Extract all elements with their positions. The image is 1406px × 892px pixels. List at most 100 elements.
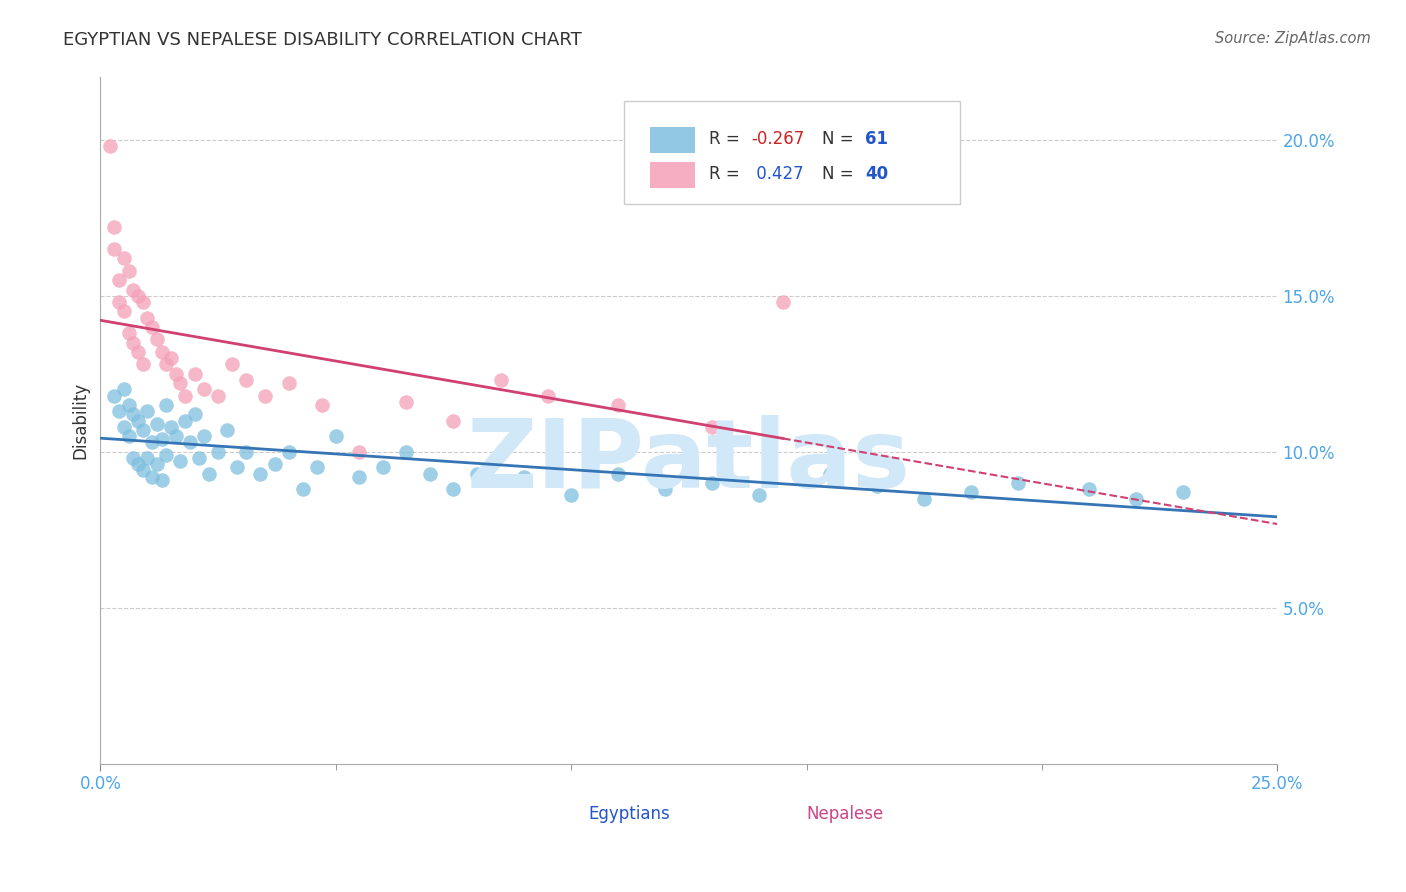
Point xyxy=(112,419,135,434)
Point xyxy=(132,463,155,477)
Point xyxy=(122,283,145,297)
Point xyxy=(160,351,183,366)
Point xyxy=(165,367,187,381)
Point xyxy=(155,398,177,412)
Point xyxy=(108,404,131,418)
Point xyxy=(174,413,197,427)
Text: N =: N = xyxy=(823,130,859,148)
Point xyxy=(263,457,285,471)
Point xyxy=(127,345,149,359)
Point xyxy=(235,444,257,458)
Point xyxy=(443,413,465,427)
Point xyxy=(112,252,135,266)
Point xyxy=(108,295,131,310)
Text: 40: 40 xyxy=(866,165,889,183)
Point xyxy=(146,333,169,347)
Point xyxy=(443,482,465,496)
Point xyxy=(395,444,418,458)
Point xyxy=(1078,482,1101,496)
FancyBboxPatch shape xyxy=(765,805,799,824)
Point xyxy=(136,310,159,325)
Y-axis label: Disability: Disability xyxy=(72,382,89,459)
Point xyxy=(127,289,149,303)
Point xyxy=(912,491,935,506)
Point xyxy=(169,376,191,391)
Point xyxy=(132,423,155,437)
Point xyxy=(207,388,229,402)
Point xyxy=(654,482,676,496)
Text: 61: 61 xyxy=(866,130,889,148)
Point xyxy=(1173,485,1195,500)
Point xyxy=(146,417,169,431)
Point xyxy=(254,388,277,402)
Point xyxy=(225,460,247,475)
Point xyxy=(419,467,441,481)
Point xyxy=(183,367,205,381)
Text: Source: ZipAtlas.com: Source: ZipAtlas.com xyxy=(1215,31,1371,46)
Point xyxy=(117,398,139,412)
Point xyxy=(349,444,371,458)
Point xyxy=(150,473,173,487)
Point xyxy=(127,413,149,427)
Point xyxy=(141,435,163,450)
Point xyxy=(132,358,155,372)
Point xyxy=(702,419,724,434)
Point xyxy=(513,469,536,483)
Point xyxy=(155,358,177,372)
Point xyxy=(1007,475,1029,490)
Point xyxy=(146,457,169,471)
Point xyxy=(193,382,215,396)
Point xyxy=(193,429,215,443)
Point xyxy=(122,335,145,350)
Point xyxy=(136,450,159,465)
Point xyxy=(132,295,155,310)
Point xyxy=(183,407,205,421)
FancyBboxPatch shape xyxy=(650,127,695,153)
Text: Egyptians: Egyptians xyxy=(589,805,671,823)
Point xyxy=(249,467,271,481)
Point xyxy=(349,469,371,483)
Point xyxy=(150,345,173,359)
Point xyxy=(207,444,229,458)
Point xyxy=(150,432,173,446)
Point xyxy=(772,295,794,310)
Point xyxy=(277,444,299,458)
Point xyxy=(277,376,299,391)
Point xyxy=(305,460,328,475)
FancyBboxPatch shape xyxy=(547,805,581,824)
Point xyxy=(325,429,347,443)
Point xyxy=(866,479,889,493)
Point xyxy=(127,457,149,471)
Point xyxy=(560,488,582,502)
Point xyxy=(155,448,177,462)
Point xyxy=(702,475,724,490)
Point xyxy=(465,467,488,481)
Point xyxy=(136,404,159,418)
Point xyxy=(960,485,983,500)
Point xyxy=(117,326,139,341)
Point xyxy=(217,423,239,437)
Point xyxy=(748,488,770,502)
Point xyxy=(607,467,630,481)
Text: 0.427: 0.427 xyxy=(751,165,804,183)
FancyBboxPatch shape xyxy=(624,102,960,204)
Point xyxy=(117,429,139,443)
Point xyxy=(141,469,163,483)
Point xyxy=(607,398,630,412)
Point xyxy=(818,467,841,481)
Point xyxy=(1125,491,1147,506)
Point xyxy=(112,304,135,318)
Point xyxy=(98,139,121,153)
Point xyxy=(122,450,145,465)
Text: ZIPatlas: ZIPatlas xyxy=(467,415,911,508)
Point xyxy=(141,320,163,334)
Point xyxy=(103,388,125,402)
Point xyxy=(291,482,314,496)
Point xyxy=(103,220,125,235)
Point xyxy=(395,394,418,409)
Point xyxy=(235,373,257,387)
Point xyxy=(197,467,219,481)
Point xyxy=(536,388,558,402)
Point xyxy=(122,407,145,421)
Text: R =: R = xyxy=(709,130,745,148)
